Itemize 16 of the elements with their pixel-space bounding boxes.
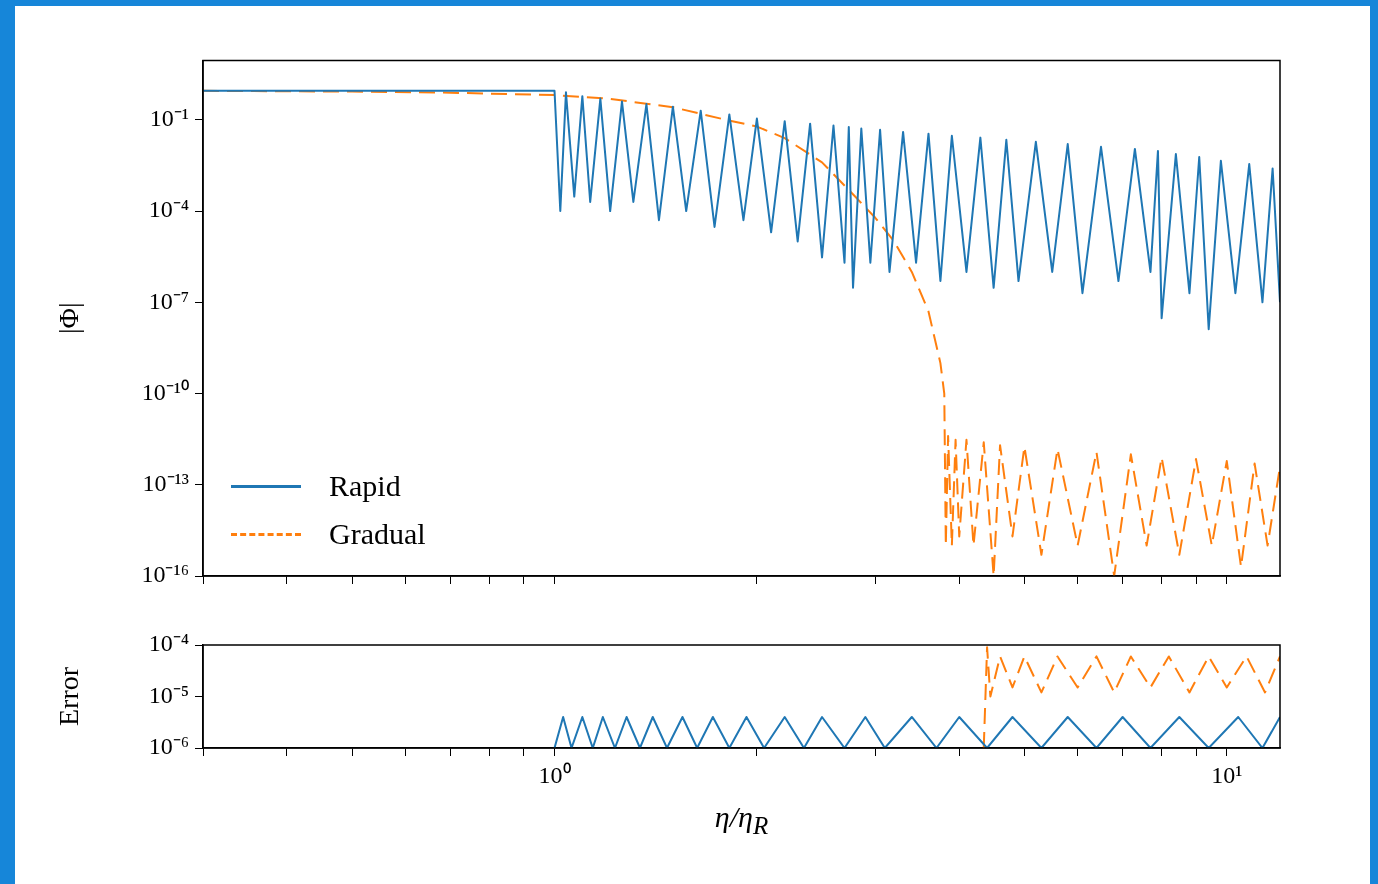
x-tick-label: 10⁰ bbox=[538, 761, 571, 788]
legend-label: Rapid bbox=[329, 468, 401, 504]
y-tick-label: 10⁻¹⁶ bbox=[141, 561, 189, 588]
x-axis-title: η/η$_{R}$ bbox=[714, 800, 769, 840]
y-tick-label: 10⁻⁶ bbox=[148, 733, 189, 760]
y-axis-title: Error bbox=[53, 666, 85, 727]
x-tick-label: 10¹ bbox=[1211, 761, 1243, 788]
y-tick-label: 10⁻¹ bbox=[149, 105, 189, 132]
y-axis-title: |Φ| bbox=[53, 302, 85, 335]
y-tick-label: 10⁻⁴ bbox=[148, 630, 189, 657]
y-tick-label: 10⁻⁵ bbox=[148, 681, 189, 708]
y-tick-label: 10⁻¹⁰ bbox=[141, 378, 189, 405]
y-tick-label: 10⁻⁷ bbox=[148, 287, 189, 314]
y-tick-label: 10⁻¹³ bbox=[142, 470, 189, 497]
legend-label: Gradual bbox=[329, 516, 426, 552]
y-tick-label: 10⁻⁴ bbox=[148, 196, 189, 223]
